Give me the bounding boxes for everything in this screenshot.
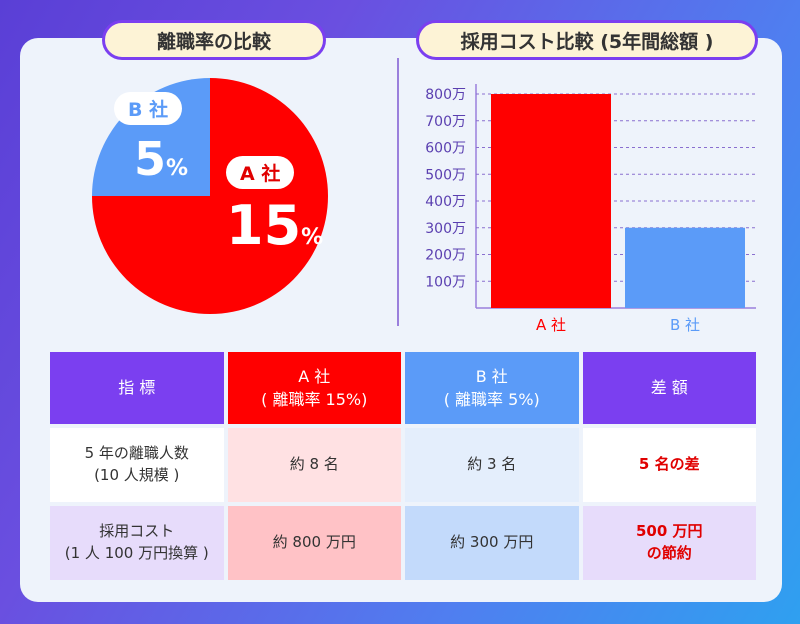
bar-chart: 100万 200万 300万 400万 500万 600万 700万 800万 A 社 B 社 [425, 84, 756, 334]
table-row: 採用コスト (1 人 100 万円換算 ) 約 800 万円 約 300 万円 … [50, 506, 756, 580]
pie-value-b: 5% [134, 132, 188, 186]
table-header-row: 指 標 A 社 ( 離職率 15%) B 社 ( 離職率 5%) 差 額 [50, 352, 756, 424]
y-tick-label: 200万 [425, 248, 466, 264]
row2-difference-line2: の節約 [646, 544, 692, 562]
header-company-a: A 社 ( 離職率 15%) [227, 352, 401, 424]
header-company-a-line2: ( 離職率 15%) [261, 390, 368, 409]
x-label-company-a: A 社 [536, 316, 566, 334]
header-indicator-label: 指 標 [118, 378, 156, 398]
pie-label-b: B 社 [114, 92, 183, 125]
row1-label-line2: (10 人規模 ) [94, 466, 180, 484]
y-tick-label: 500万 [425, 167, 466, 183]
pie-value-a-unit: % [301, 225, 324, 250]
row1-label: 5 年の離職人数 (10 人規模 ) [50, 428, 224, 502]
row1-difference: 5 名の差 [582, 428, 756, 502]
y-tick-label: 400万 [425, 194, 466, 210]
y-tick-label: 100万 [425, 274, 466, 290]
y-tick-label: 700万 [425, 114, 466, 130]
row1-label-line1: 5 年の離職人数 [84, 444, 189, 463]
row2-company-b: 約 300 万円 [405, 506, 579, 580]
header-difference-label: 差 額 [650, 378, 688, 398]
row2-difference: 500 万円 の節約 [582, 506, 756, 580]
section-divider [397, 58, 399, 326]
pie-label-a: A 社 [226, 156, 295, 189]
row2-company-a: 約 800 万円 [227, 506, 401, 580]
row2-label: 採用コスト (1 人 100 万円換算 ) [50, 506, 224, 580]
y-tick-label: 600万 [425, 141, 466, 157]
header-indicator: 指 標 [50, 352, 224, 424]
row2-label-line1: 採用コスト [99, 522, 175, 541]
pie-value-b-unit: % [166, 156, 189, 181]
header-difference: 差 額 [582, 352, 756, 424]
row2-label-line2: (1 人 100 万円換算 ) [64, 544, 209, 562]
row2-difference-line1: 500 万円 [635, 522, 703, 541]
header-company-b-line2: ( 離職率 5%) [443, 390, 540, 409]
pie-value-b-number: 5 [134, 132, 167, 186]
header-company-b-line1: B 社 [475, 366, 508, 386]
header-company-b: B 社 ( 離職率 5%) [405, 352, 579, 424]
bar-company-a [491, 94, 611, 308]
x-label-company-b: B 社 [670, 316, 700, 334]
pie-chart-title: 離職率の比較 [102, 20, 326, 60]
y-tick-label: 300万 [425, 221, 466, 237]
pie-value-a: 15% [226, 194, 323, 257]
y-tick-label: 800万 [425, 87, 466, 103]
comparison-table: 指 標 A 社 ( 離職率 15%) B 社 ( 離職率 5%) 差 額 5 年… [46, 348, 760, 584]
pie-value-a-number: 15 [226, 194, 302, 257]
row1-company-b: 約 3 名 [405, 428, 579, 502]
row1-company-a: 約 8 名 [227, 428, 401, 502]
bar-chart-title: 採用コスト比較 (5年間総額 ) [416, 20, 758, 60]
table-row: 5 年の離職人数 (10 人規模 ) 約 8 名 約 3 名 5 名の差 [50, 428, 756, 502]
header-company-a-line1: A 社 [298, 366, 331, 386]
bar-company-b [625, 227, 745, 308]
